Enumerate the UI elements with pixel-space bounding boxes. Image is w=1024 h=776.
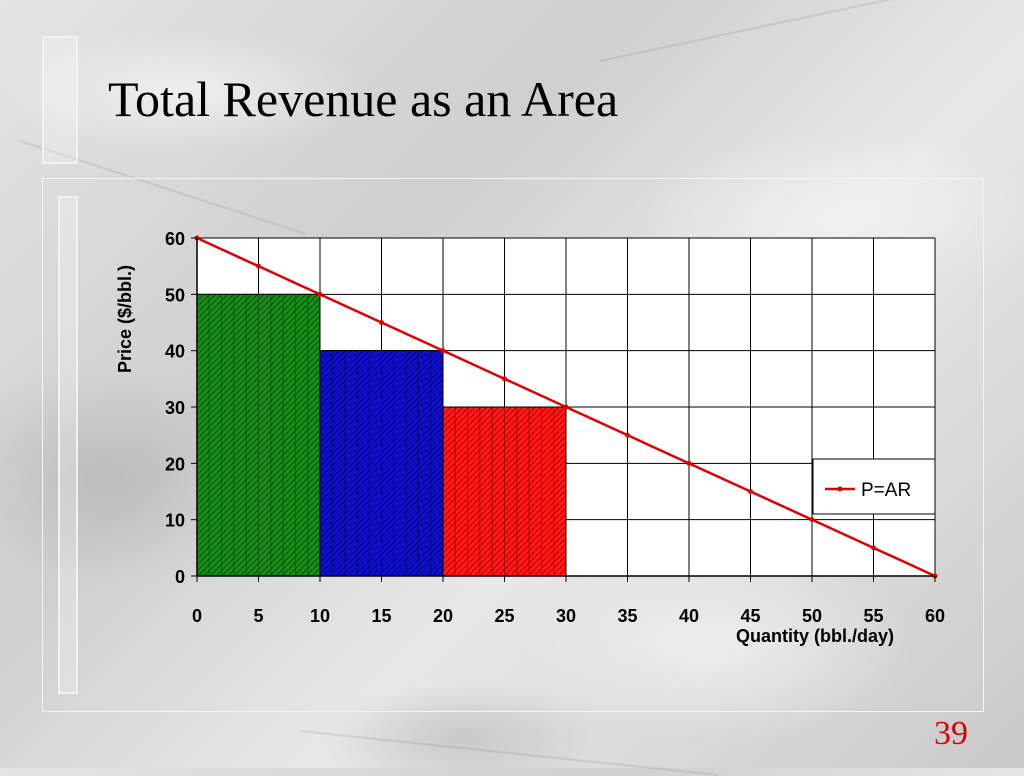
revenue-chart: 0 10 20 30 40 50 60 0 5 10 15 20 25 30 35 40 45 50 55 60 Pr… [115,229,945,646]
demand-line-point [502,376,507,382]
revenue-areas [196,293,567,577]
x-tick-label: 40 [679,606,699,626]
x-tick-label: 50 [802,606,822,626]
x-tick-label: 25 [494,606,514,626]
axis-layer: 0 10 20 30 40 50 60 0 5 10 15 20 25 30 35 40 45 50 55 60 [165,229,945,626]
x-tick-label: 35 [617,606,637,626]
decorative-bar-top [42,36,78,164]
legend: P=AR [812,458,936,515]
x-tick-label: 15 [371,606,391,626]
legend-box [812,458,936,515]
x-tick-label: 5 [253,606,263,626]
decorative-bar-side [58,196,78,694]
x-tick-label: 20 [433,606,453,626]
demand-line-point [686,460,692,466]
legend-marker [837,486,843,492]
demand-line-point [440,348,446,354]
demand-line-point [317,291,323,297]
demand-line-point [871,545,876,551]
x-tick-label: 55 [863,606,883,626]
x-tick-label: 0 [192,606,202,626]
x-axis-label: Quantity (bbl./day) [736,626,894,646]
y-tick-label: 40 [165,342,185,362]
demand-line-point [809,517,815,523]
slide-title: Total Revenue as an Area [108,71,619,127]
y-tick-label: 60 [165,229,185,249]
demand-line-layer [194,235,938,579]
x-tick-label: 60 [925,606,945,626]
demand-line-point [379,320,384,325]
page-number: 39 [934,715,968,752]
revenue-area-blue [319,350,444,577]
marble-texture [299,730,718,776]
y-tick-label: 30 [165,398,185,418]
marble-texture [599,0,972,62]
demand-line-point [748,489,753,494]
x-tick-label: 30 [556,606,576,626]
demand-line-point [625,432,630,438]
revenue-area-red [442,406,567,577]
x-tick-label: 10 [310,606,330,626]
y-tick-label: 20 [165,454,185,474]
x-tick-label: 45 [740,606,760,626]
y-axis-label: Price ($/bbl.) [115,265,135,373]
y-tick-label: 0 [175,567,185,587]
chart-frame: 0 10 20 30 40 50 60 0 5 10 15 20 25 30 35 40 45 50 55 60 Pr… [42,178,984,712]
legend-label: P=AR [861,480,911,501]
demand-line-point [256,263,261,269]
demand-line-point [563,404,569,410]
y-tick-label: 50 [165,285,185,305]
y-tick-label: 10 [165,511,185,531]
revenue-area-green [196,293,321,577]
